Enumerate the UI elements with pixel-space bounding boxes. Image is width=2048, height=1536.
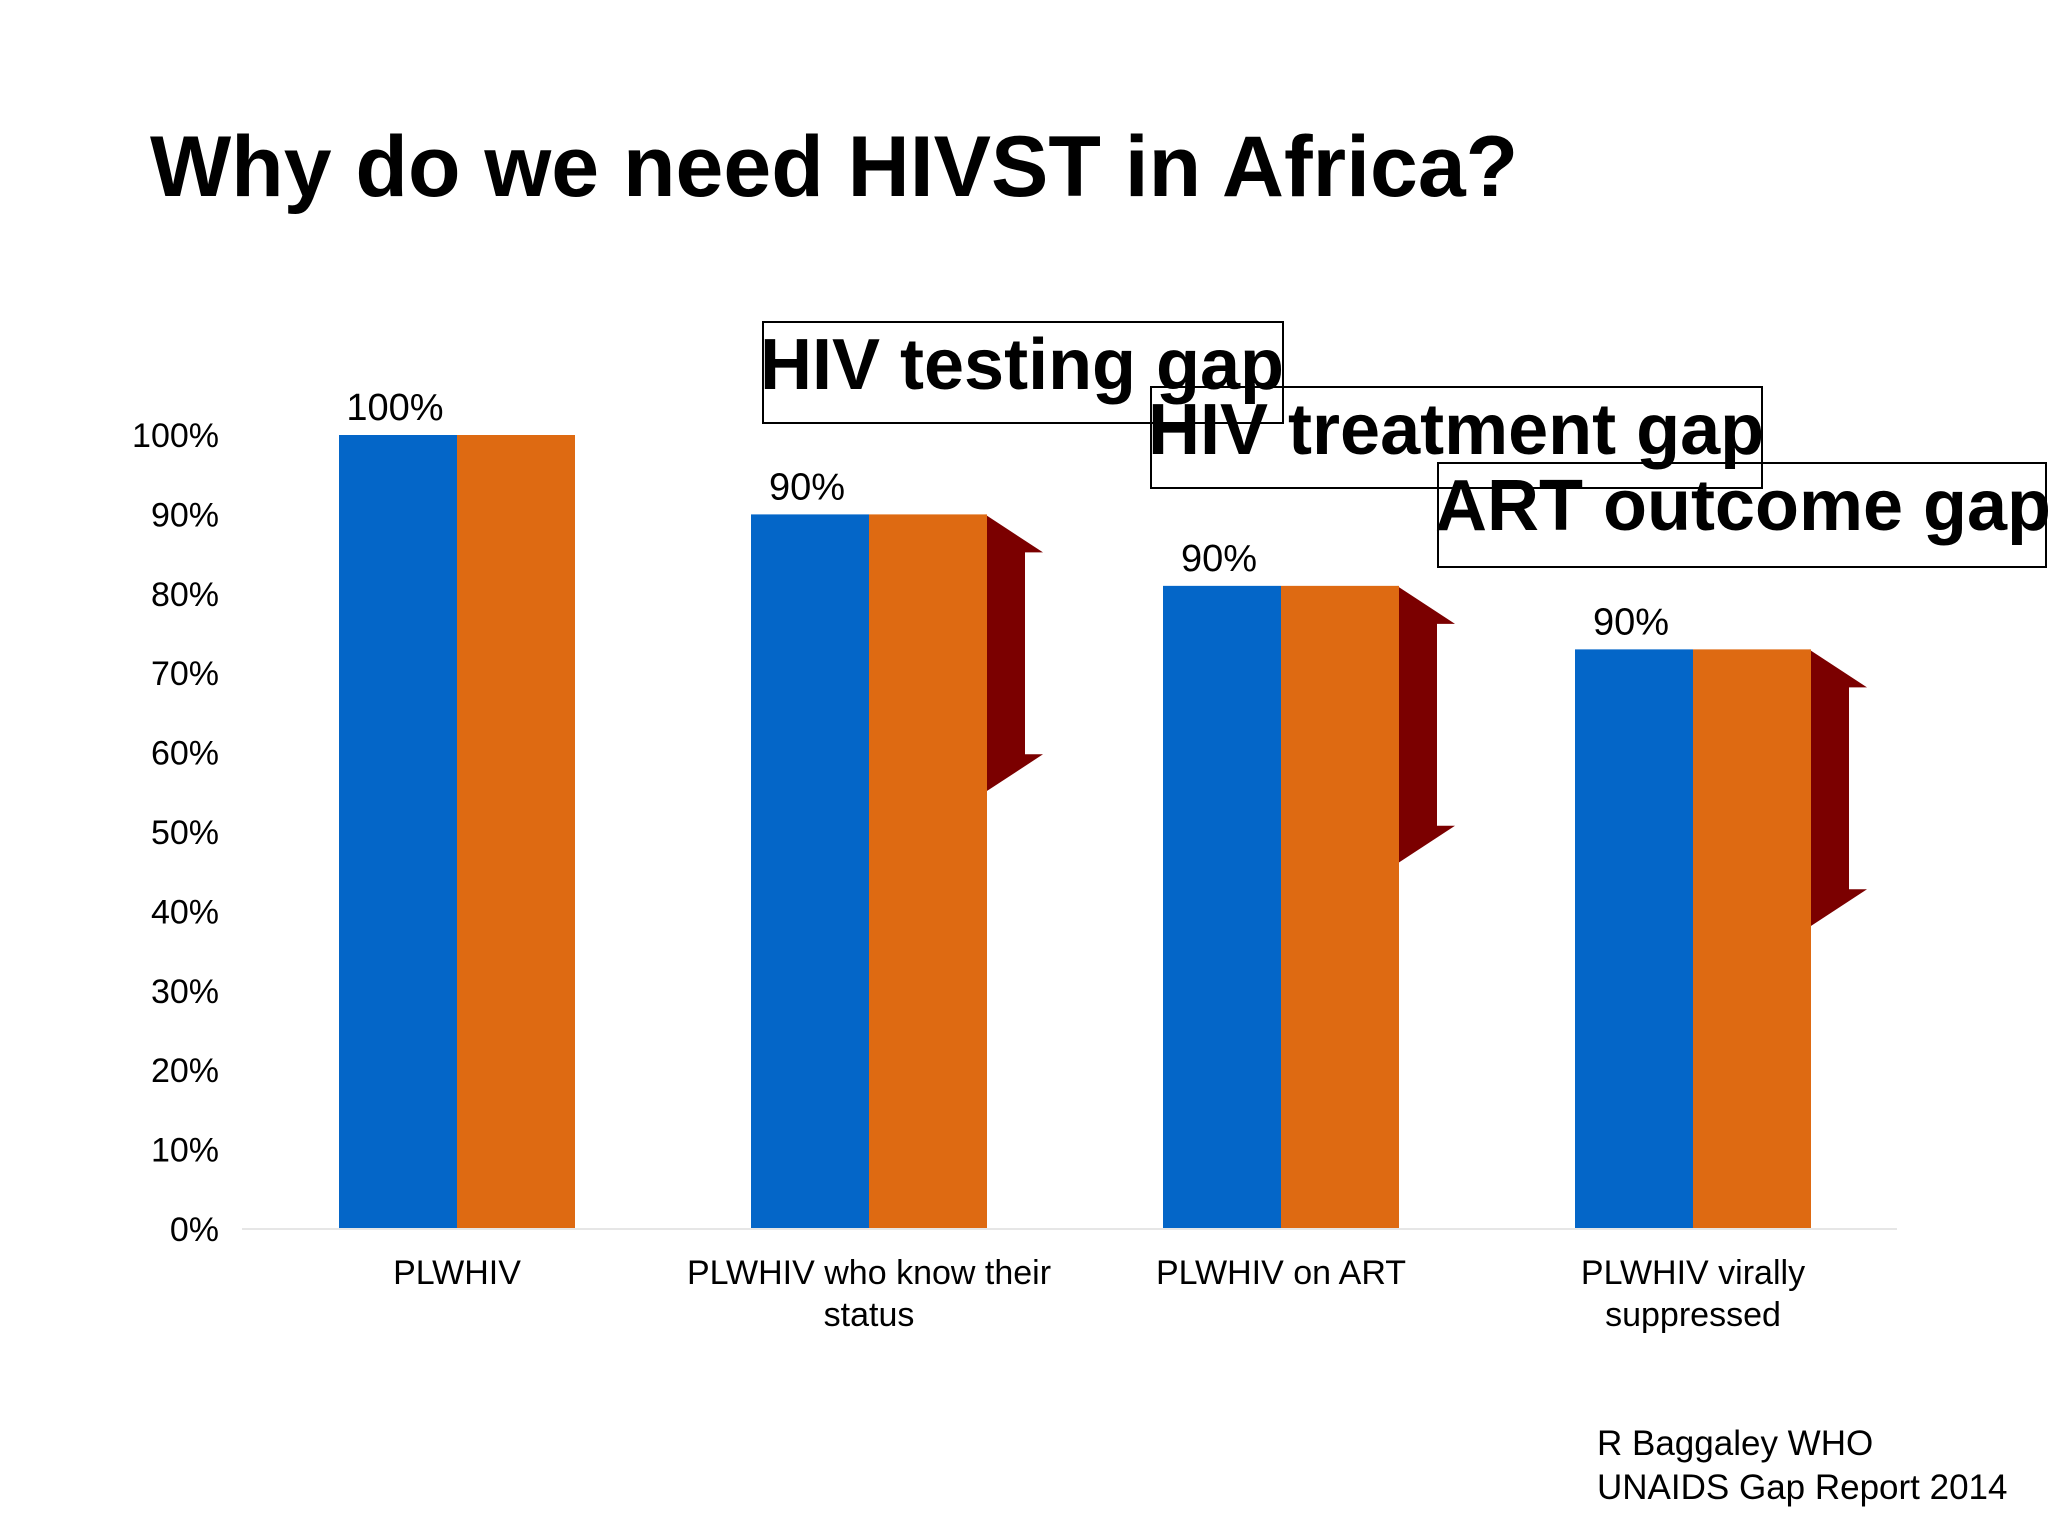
outcome-gap-box: ART outcome gap bbox=[1435, 462, 2048, 568]
bar-series-2 bbox=[869, 514, 987, 1229]
bar-series-1 bbox=[1163, 585, 1281, 1229]
x-category-label: suppressed bbox=[1605, 1296, 1781, 1334]
bars bbox=[339, 435, 1811, 1229]
y-tick-label: 50% bbox=[151, 814, 219, 852]
data-label: 90% bbox=[1181, 538, 1257, 580]
y-tick-label: 100% bbox=[132, 417, 219, 455]
y-tick-label: 80% bbox=[151, 576, 219, 614]
bar-series-2 bbox=[1281, 585, 1399, 1229]
y-tick-label: 90% bbox=[151, 496, 219, 534]
y-tick-label: 0% bbox=[170, 1211, 219, 1249]
bar-series-1 bbox=[339, 435, 457, 1229]
y-tick-label: 30% bbox=[151, 973, 219, 1011]
source-line-2: UNAIDS Gap Report 2014 bbox=[1597, 1468, 2008, 1507]
y-axis-ticks: 0% 10% 20% 30% 40% 50% 60% 70% 80% 90% 100% bbox=[132, 417, 219, 1249]
data-label: 90% bbox=[769, 466, 845, 508]
y-tick-label: 40% bbox=[151, 893, 219, 931]
x-category-label: PLWHIV bbox=[393, 1254, 521, 1292]
source-credit: R Baggaley WHO UNAIDS Gap Report 2014 bbox=[1597, 1422, 2007, 1510]
x-category-label: PLWHIV who know their bbox=[687, 1254, 1051, 1292]
gap-arrow bbox=[1809, 649, 1867, 928]
x-axis-labels: PLWHIV PLWHIV who know their status PLWHIV … bbox=[393, 1254, 1805, 1334]
y-tick-label: 70% bbox=[151, 655, 219, 693]
data-label: 90% bbox=[1593, 601, 1669, 643]
x-category-label: PLWHIV virally bbox=[1581, 1254, 1805, 1292]
bar-series-2 bbox=[457, 435, 575, 1229]
data-labels: 100% 90% 90% 90% bbox=[346, 387, 1669, 643]
testing-gap-label: HIV testing gap bbox=[760, 325, 1285, 405]
source-line-1: R Baggaley WHO bbox=[1597, 1424, 1874, 1463]
data-label: 100% bbox=[346, 387, 443, 429]
gap-arrow bbox=[1397, 585, 1455, 864]
bar-series-2 bbox=[1693, 649, 1811, 1229]
bar-series-1 bbox=[1575, 649, 1693, 1229]
outcome-gap-label: ART outcome gap bbox=[1435, 466, 2048, 546]
y-tick-label: 60% bbox=[151, 735, 219, 773]
gap-arrow bbox=[985, 514, 1043, 793]
x-category-label: status bbox=[824, 1296, 915, 1334]
treatment-gap-label: HIV treatment gap bbox=[1148, 390, 1765, 470]
page-title: Why do we need HIVST in Africa? bbox=[150, 119, 1519, 215]
bar-series-1 bbox=[751, 514, 869, 1229]
y-tick-label: 10% bbox=[151, 1132, 219, 1170]
x-category-label: PLWHIV on ART bbox=[1156, 1254, 1406, 1292]
treatment-gap-box: HIV treatment gap bbox=[1148, 386, 1765, 489]
gap-arrows bbox=[985, 514, 1867, 928]
testing-gap-box: HIV testing gap bbox=[760, 321, 1285, 424]
y-tick-label: 20% bbox=[151, 1052, 219, 1090]
